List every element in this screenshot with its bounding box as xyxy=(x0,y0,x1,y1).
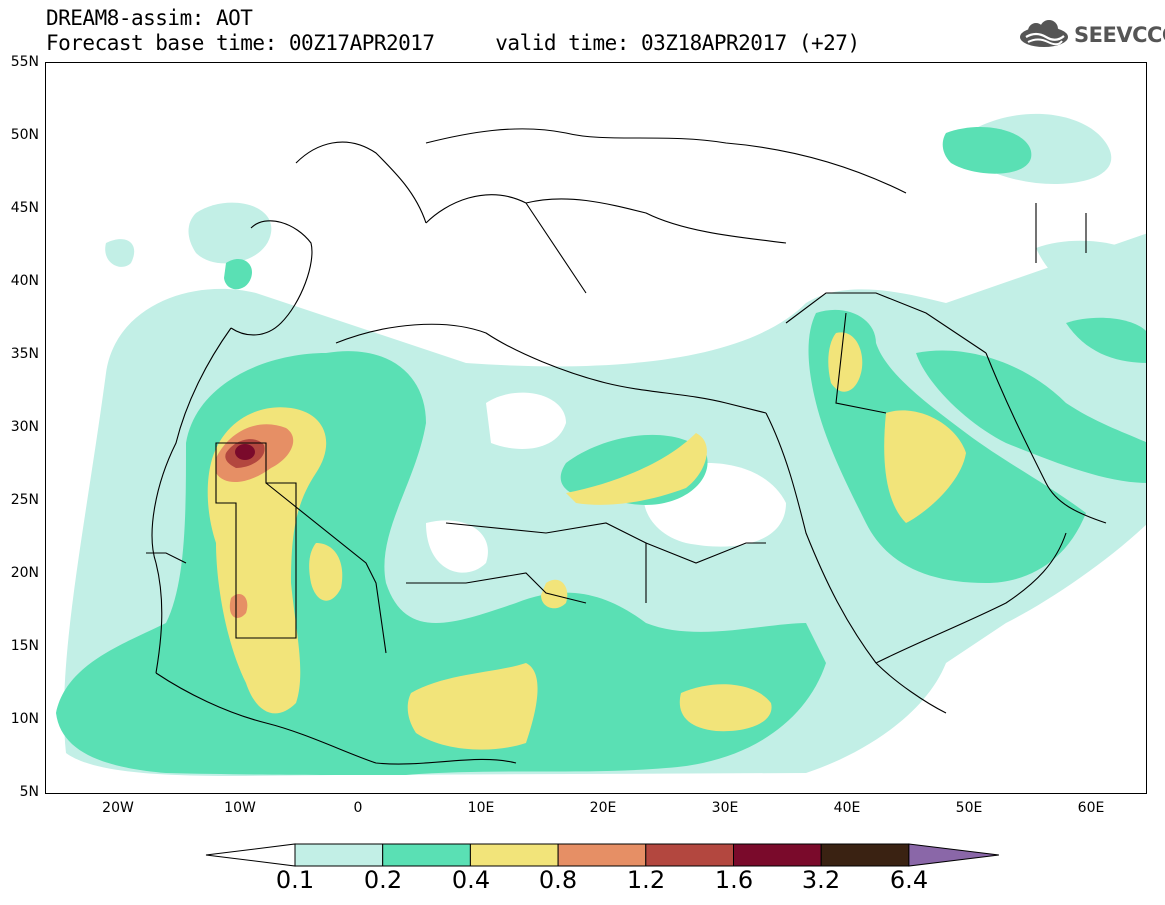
lat-label: 40N xyxy=(10,273,39,289)
lat-label: 10N xyxy=(10,711,39,727)
colorbar-cell xyxy=(294,843,384,867)
colorbar-arrow-high xyxy=(908,843,999,867)
colorbar-arrow-low xyxy=(205,843,296,867)
seevccc-logo: SEEVCCC xyxy=(1018,20,1165,50)
colorbar-cell xyxy=(733,843,822,867)
lon-label: 40E xyxy=(833,800,861,816)
colorbar-label: 3.2 xyxy=(801,866,841,894)
lon-label: 30E xyxy=(711,800,739,816)
logo-text: SEEVCCC xyxy=(1074,23,1165,47)
lon-label: 20E xyxy=(589,800,617,816)
aot-below-0.1 xyxy=(426,392,786,573)
colorbar-label: 0.4 xyxy=(451,866,491,894)
colorbar-label: 1.6 xyxy=(714,866,754,894)
coastlines-borders xyxy=(146,128,1107,765)
colorbar-cell xyxy=(382,843,471,867)
colorbar-label: 0.8 xyxy=(538,866,578,894)
colorbar-label: 0.2 xyxy=(363,866,403,894)
colorbar-cell xyxy=(557,843,647,867)
cloud-icon xyxy=(1020,20,1068,47)
lat-label: 25N xyxy=(10,492,39,508)
lat-label: 50N xyxy=(10,127,39,143)
lon-label: 0 xyxy=(353,800,363,816)
forecast-time-line: Forecast base time: 00Z17APR2017 valid t… xyxy=(46,31,860,55)
map-title: DREAM8-assim: AOT xyxy=(46,6,253,30)
lat-label: 15N xyxy=(10,638,39,654)
lat-label: 45N xyxy=(10,200,39,216)
lat-label: 30N xyxy=(10,419,39,435)
colorbar-label: 1.2 xyxy=(626,866,666,894)
colorbar-label: 0.1 xyxy=(275,866,315,894)
lon-label: 10E xyxy=(467,800,495,816)
aot-level-1.6 xyxy=(235,444,255,460)
lat-label: 35N xyxy=(10,346,39,362)
lon-label: 60E xyxy=(1077,800,1105,816)
colorbar-cell xyxy=(820,843,910,867)
colorbar-cell xyxy=(469,843,559,867)
lat-label: 55N xyxy=(10,54,39,70)
lat-label: 20N xyxy=(10,565,39,581)
colorbar-cell xyxy=(645,843,734,867)
colorbar-label: 6.4 xyxy=(889,866,929,894)
map-panel xyxy=(45,62,1147,794)
lon-label: 20W xyxy=(102,800,134,816)
lon-label: 50E xyxy=(955,800,983,816)
lat-label: 5N xyxy=(19,784,39,800)
lon-label: 10W xyxy=(224,800,256,816)
colorbar xyxy=(205,843,999,867)
aot-level-0.4 xyxy=(207,332,966,750)
aot-field xyxy=(56,113,1146,776)
